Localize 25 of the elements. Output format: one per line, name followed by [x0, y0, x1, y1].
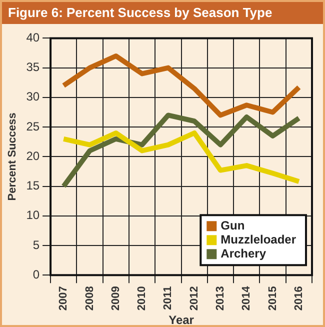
legend-label: Archery — [220, 246, 266, 260]
x-tick-label: 2016 — [292, 286, 305, 311]
x-tick-label: 2010 — [136, 286, 148, 311]
y-tick-label: 15 — [26, 178, 40, 193]
y-axis-title: Percent Success — [6, 112, 19, 201]
y-tick-label: 10 — [26, 208, 40, 222]
x-tick-label: 2014 — [240, 285, 253, 311]
x-axis-title: Year — [168, 313, 194, 327]
x-tick-label: 2008 — [84, 286, 96, 311]
y-tick-label: 35 — [26, 60, 40, 74]
x-tick-label: 2007 — [58, 286, 70, 311]
x-tick-label: 2015 — [266, 286, 279, 311]
x-tick-label: 2011 — [162, 286, 174, 310]
legend-label: Gun — [220, 218, 245, 232]
y-tick-label: 40 — [26, 30, 40, 45]
y-tick-label: 0 — [32, 267, 40, 282]
y-tick-label: 5 — [32, 238, 40, 252]
y-tick-label: 30 — [26, 90, 40, 104]
legend-label: Muzzleloader — [220, 232, 296, 246]
chart-title: Figure 6: Percent Success by Season Type — [2, 2, 323, 24]
y-tick-label: 20 — [26, 148, 40, 163]
x-tick-label: 2009 — [110, 286, 122, 311]
y-tick-label: 25 — [26, 119, 40, 134]
x-tick-label: 2013 — [214, 286, 227, 311]
x-tick-label: 2012 — [188, 286, 200, 311]
